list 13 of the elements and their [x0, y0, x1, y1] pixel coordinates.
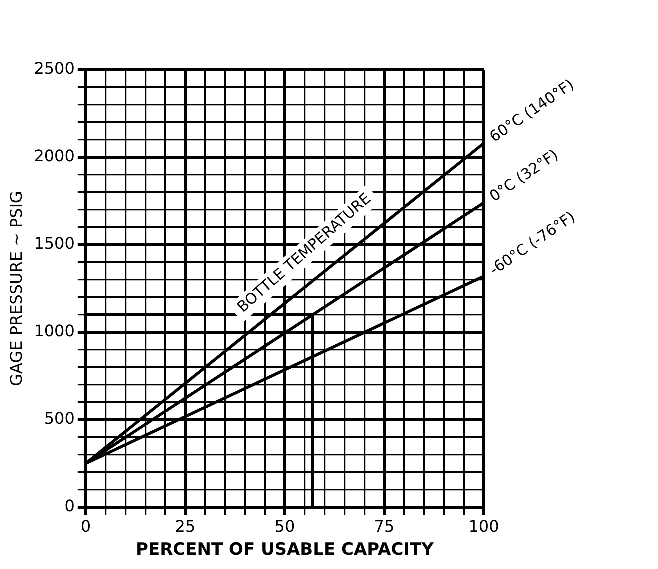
x-tick-label: 25	[175, 517, 196, 536]
x-tick-label: 100	[468, 517, 500, 536]
y-axis-title: GAGE PRESSURE ~ PSIG	[6, 191, 26, 386]
x-tick-label: 50	[274, 517, 296, 536]
y-tick-label: 1500	[34, 234, 75, 254]
x-axis-title: PERCENT OF USABLE CAPACITY	[136, 540, 435, 560]
y-tick-label: 1000	[34, 322, 75, 341]
y-tick-label: 0	[64, 496, 75, 516]
y-tick-label: 500	[44, 409, 75, 428]
y-tick-label: 2500	[34, 59, 75, 78]
x-tick-label: 75	[374, 517, 395, 536]
y-tick-label: 2000	[34, 146, 75, 166]
x-tick-label: 0	[80, 517, 92, 536]
